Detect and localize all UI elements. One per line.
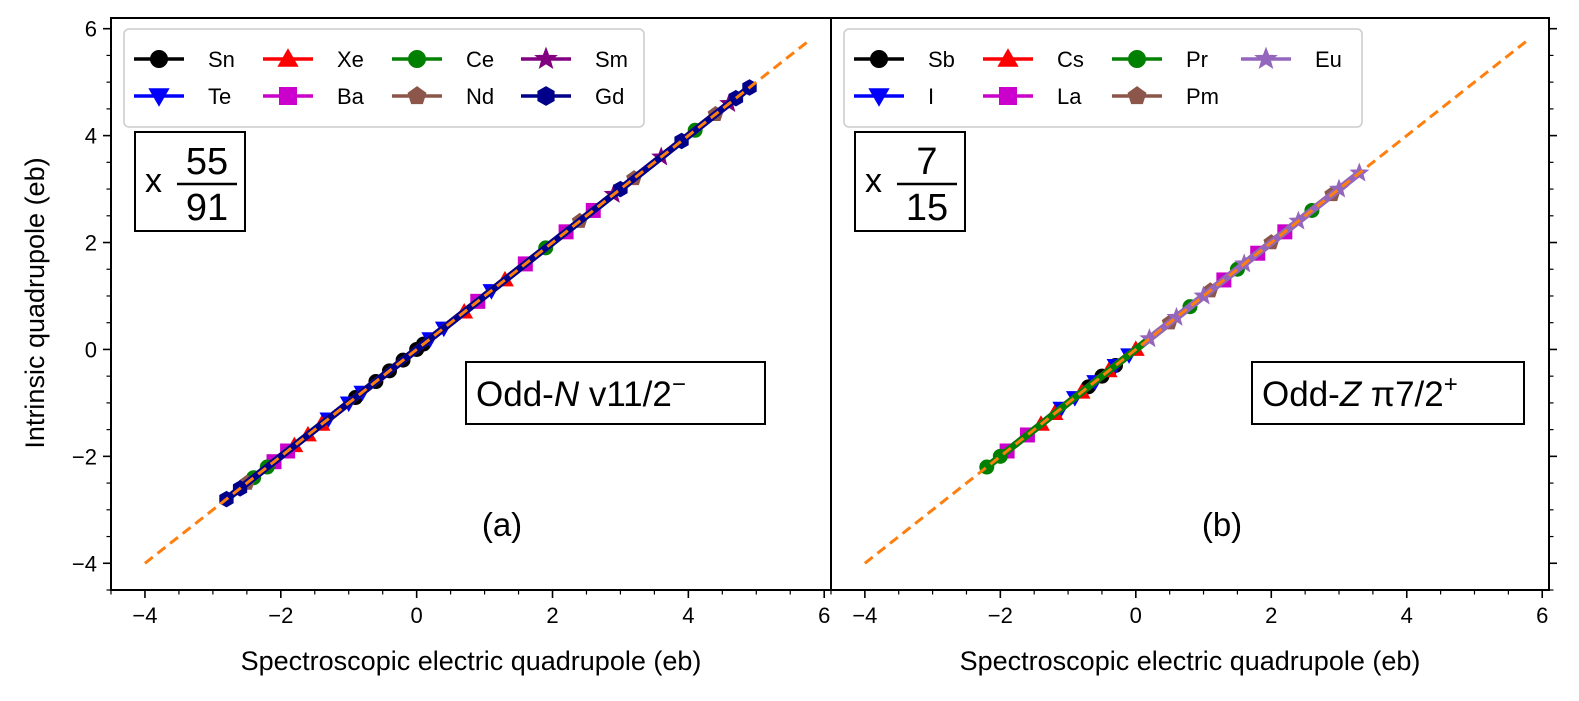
- y-tick-label: 0: [85, 337, 97, 362]
- legend-marker-ce: [408, 50, 426, 68]
- annotation-frame: [1251, 361, 1525, 425]
- legend-marker-nd: [407, 86, 427, 105]
- legend-label-gd: Gd: [595, 84, 624, 109]
- legend-marker-sn: [150, 50, 168, 68]
- panel-annotation: Odd-N v11/2−: [465, 361, 766, 425]
- x-tick-label: −2: [268, 603, 293, 628]
- legend-label-sm: Sm: [595, 47, 628, 72]
- legend-label-ba: Ba: [337, 84, 365, 109]
- legend-label-sb: Sb: [928, 47, 955, 72]
- x-axis-label: Spectroscopic electric quadrupole (eb): [241, 646, 702, 676]
- legend-label-pm: Pm: [1186, 84, 1219, 109]
- data-point-eu: [1193, 285, 1214, 305]
- scale-factor-denominator: 15: [906, 187, 948, 229]
- legend: Sn Te Xe Ba Ce Nd Sm Gd: [123, 28, 645, 128]
- legend-marker-sm: [534, 46, 558, 70]
- legend-label-sn: Sn: [208, 47, 235, 72]
- legend-label-ce: Ce: [466, 47, 494, 72]
- plot-frame: [830, 17, 1550, 591]
- x-tick-label: 6: [1536, 603, 1548, 628]
- y-tick-label: −4: [72, 551, 97, 576]
- scale-factor-box: x 715: [854, 131, 966, 232]
- legend-label-xe: Xe: [337, 47, 364, 72]
- panel-a: −4 −2 0 2 4 6 −4 −2 0 2 4 6 Spectroscopic electric q…: [72, 17, 832, 676]
- panel-annotation: Odd-Z π7/2+: [1251, 361, 1525, 425]
- scale-factor-frame: [134, 131, 246, 232]
- y-tick-label: 6: [85, 17, 97, 42]
- x-axis-label: Spectroscopic electric quadrupole (eb): [960, 646, 1421, 676]
- reference-line: [144, 38, 812, 565]
- y-tick-label: 2: [85, 231, 97, 256]
- legend-label-pr: Pr: [1186, 47, 1208, 72]
- legend: Sb I Cs La Pr Pm Eu: [843, 28, 1363, 128]
- scale-factor-numerator: 7: [916, 141, 937, 183]
- legend-marker-la: [999, 87, 1017, 105]
- legend-marker-i: [868, 88, 890, 107]
- legend-marker-cs: [997, 48, 1019, 67]
- legend-label-i: I: [928, 84, 934, 109]
- legend-label-nd: Nd: [466, 84, 494, 109]
- legend-marker-xe: [277, 48, 299, 67]
- scale-factor-prefix: x: [865, 162, 882, 200]
- legend-box: [843, 28, 1363, 128]
- legend-marker-te: [148, 88, 170, 107]
- legend-marker-pm: [1127, 86, 1147, 105]
- y-tick-label: −2: [72, 444, 97, 469]
- reference-line: [863, 38, 1530, 565]
- scale-factor-denominator: 91: [186, 187, 228, 229]
- data-point-eu: [1166, 306, 1187, 326]
- annotation-frame: [465, 361, 766, 425]
- legend-marker-ba: [279, 87, 297, 105]
- x-tick-label: 0: [1130, 603, 1142, 628]
- panel-label: (a): [482, 506, 522, 543]
- scale-factor-frame: [854, 131, 966, 232]
- y-axis-label: Intrinsic quadrupole (eb): [20, 157, 50, 448]
- x-tick-label: −4: [852, 603, 877, 628]
- y-tick-label: 4: [85, 124, 97, 149]
- legend-marker-gd: [537, 86, 555, 106]
- x-tick-label: 4: [682, 603, 694, 628]
- x-tick-label: 2: [1265, 603, 1277, 628]
- data-point-eu: [1139, 328, 1160, 348]
- annotation-text: Odd-Z π7/2+: [1262, 371, 1458, 414]
- legend-label-cs: Cs: [1057, 47, 1084, 72]
- x-tick-label: 0: [411, 603, 423, 628]
- annotation-text: Odd-N v11/2−: [476, 371, 686, 414]
- x-tick-label: −4: [132, 603, 157, 628]
- legend-marker-pr: [1128, 50, 1146, 68]
- legend-label-la: La: [1057, 84, 1082, 109]
- legend-label-eu: Eu: [1315, 47, 1342, 72]
- panel-b: −4 −2 0 2 4 6 Spectroscopic electric quadrupol…: [830, 17, 1557, 676]
- x-tick-label: −2: [988, 603, 1013, 628]
- x-tick-label: 2: [546, 603, 558, 628]
- legend-box: [123, 28, 645, 128]
- panel-label: (b): [1202, 506, 1242, 543]
- legend-marker-sb: [870, 50, 888, 68]
- legend-label-te: Te: [208, 84, 231, 109]
- scale-factor-numerator: 55: [186, 141, 228, 183]
- x-tick-label: 4: [1401, 603, 1413, 628]
- data-point-eu: [1329, 178, 1350, 198]
- legend-marker-eu: [1254, 46, 1278, 70]
- x-tick-label: 6: [818, 603, 830, 628]
- scale-factor-prefix: x: [145, 162, 162, 200]
